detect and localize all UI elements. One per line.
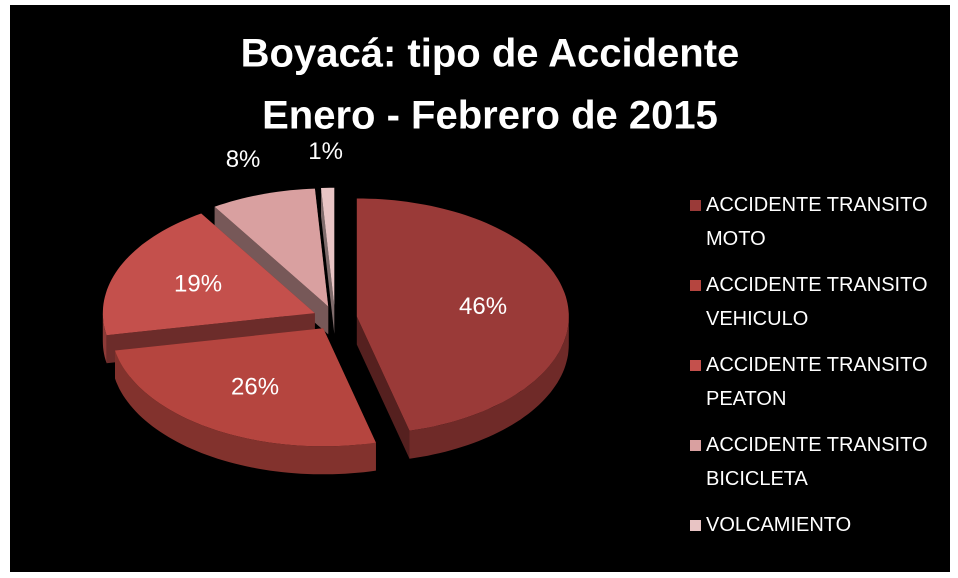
chart-title: Boyacá: tipo de Accidente <box>241 32 740 76</box>
legend-entry: ACCIDENTE TRANSITO PEATON <box>690 348 948 416</box>
data-label: 19% <box>174 270 222 297</box>
slice <box>102 213 315 336</box>
legend-swatch <box>690 360 701 371</box>
data-label: 1% <box>308 138 343 165</box>
legend-swatch <box>690 200 701 211</box>
legend-label: ACCIDENTE TRANSITO PEATON <box>706 354 928 410</box>
legend-label: ACCIDENTE TRANSITO VEHICULO <box>706 274 928 330</box>
data-label: 26% <box>231 373 279 400</box>
legend-swatch <box>690 280 701 291</box>
slice-rim <box>102 313 107 364</box>
slice-rim <box>409 316 569 459</box>
slice <box>115 328 376 447</box>
data-label: 46% <box>459 293 507 320</box>
legend-swatch <box>690 440 701 451</box>
legend-label: VOLCAMIENTO <box>706 514 852 536</box>
legend-entry: ACCIDENTE TRANSITO VEHICULO <box>690 268 948 336</box>
slice-side <box>356 316 410 459</box>
legend-label: ACCIDENTE TRANSITO MOTO <box>706 194 928 250</box>
legend-entry: VOLCAMIENTO <box>690 508 948 542</box>
slice <box>321 187 335 306</box>
chart-subtitle: Enero - Febrero de 2015 <box>262 94 718 138</box>
legend-label: ACCIDENTE TRANSITO BICICLETA <box>706 434 928 490</box>
legend-entry: ACCIDENTE TRANSITO BICICLETA <box>690 428 948 496</box>
slice-side <box>321 188 335 334</box>
data-label: 8% <box>226 146 261 173</box>
legend: ACCIDENTE TRANSITO MOTO ACCIDENTE TRANSIT… <box>690 188 948 554</box>
slice <box>356 198 569 431</box>
legend-entry: ACCIDENTE TRANSITO MOTO <box>690 188 948 256</box>
slice <box>214 188 329 307</box>
legend-swatch <box>690 520 701 531</box>
slice-rim <box>115 350 376 475</box>
